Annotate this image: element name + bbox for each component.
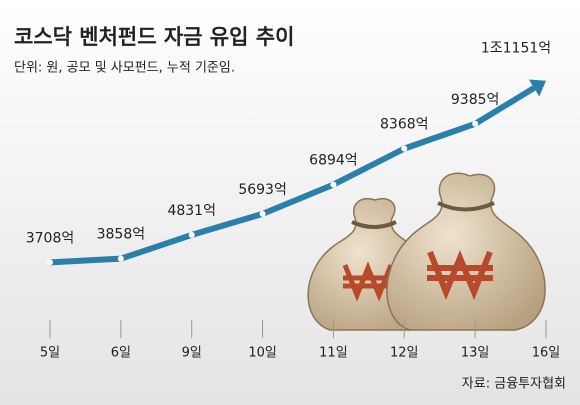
arrow-head: [528, 79, 546, 97]
x-tick-label: 10일: [248, 346, 277, 361]
x-tick-label: 9일: [182, 346, 202, 361]
data-label: 1조1151억: [481, 41, 551, 57]
data-label: 9385억: [451, 92, 500, 108]
x-tick-label: 13일: [461, 346, 490, 361]
data-point: [188, 231, 195, 238]
data-point: [117, 255, 124, 262]
data-label: 3708억: [26, 230, 75, 246]
x-tick-label: 12일: [390, 346, 419, 361]
line-series: [49, 85, 536, 266]
data-point: [401, 145, 408, 152]
chart-title: 코스닥 벤처펀드 자금 유입 추이: [14, 25, 294, 49]
source-note: 자료: 금융투자협회: [462, 377, 566, 392]
plot: 5일 6일 9일 10일 11일 12일 13일 16일 3708억 3858억 4831억 5693…: [26, 41, 561, 361]
data-label: 3858억: [97, 227, 146, 243]
x-tick-label: 16일: [532, 346, 561, 361]
money-bag: [386, 172, 546, 331]
x-tick-label: 5일: [40, 346, 60, 361]
data-point: [259, 210, 266, 217]
data-label: 8368억: [380, 117, 429, 133]
x-tick-label: 6일: [111, 346, 131, 361]
money-bags: [307, 172, 546, 331]
data-point: [47, 259, 53, 266]
data-point: [472, 120, 479, 127]
x-tick-label: 11일: [319, 346, 348, 361]
data-label: 6894억: [309, 153, 358, 169]
data-label: 5693억: [238, 182, 287, 198]
data-point: [330, 181, 337, 188]
chart-subtitle: 단위: 원, 공모 및 사모펀드, 누적 기준임.: [14, 61, 235, 76]
data-label: 4831억: [167, 203, 216, 219]
